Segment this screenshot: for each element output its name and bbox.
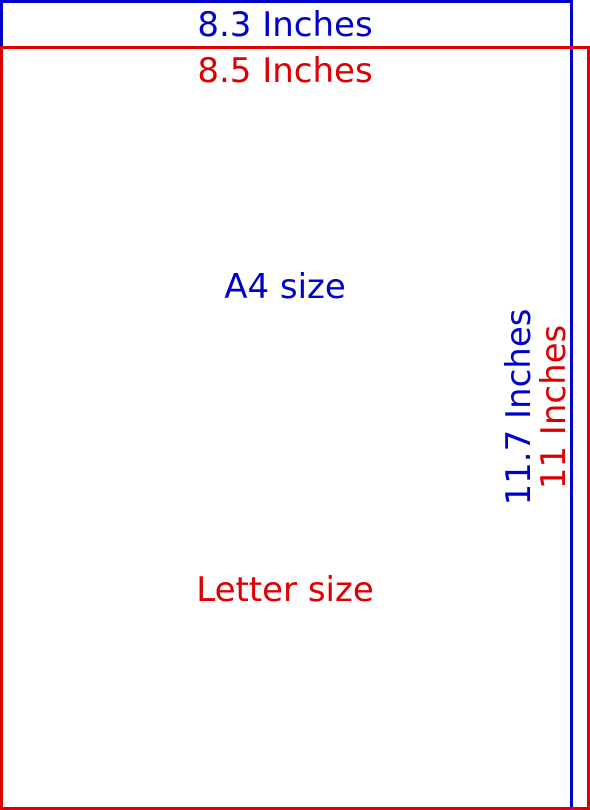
a4-size-label: A4 size [224, 267, 346, 307]
letter-height-label: 11 Inches [534, 324, 574, 490]
a4-width-label: 8.3 Inches [197, 5, 373, 45]
letter-outline [0, 46, 590, 810]
a4-height-label: 11.7 Inches [499, 308, 539, 506]
letter-size-label: Letter size [196, 570, 374, 610]
letter-width-label: 8.5 Inches [197, 51, 373, 91]
